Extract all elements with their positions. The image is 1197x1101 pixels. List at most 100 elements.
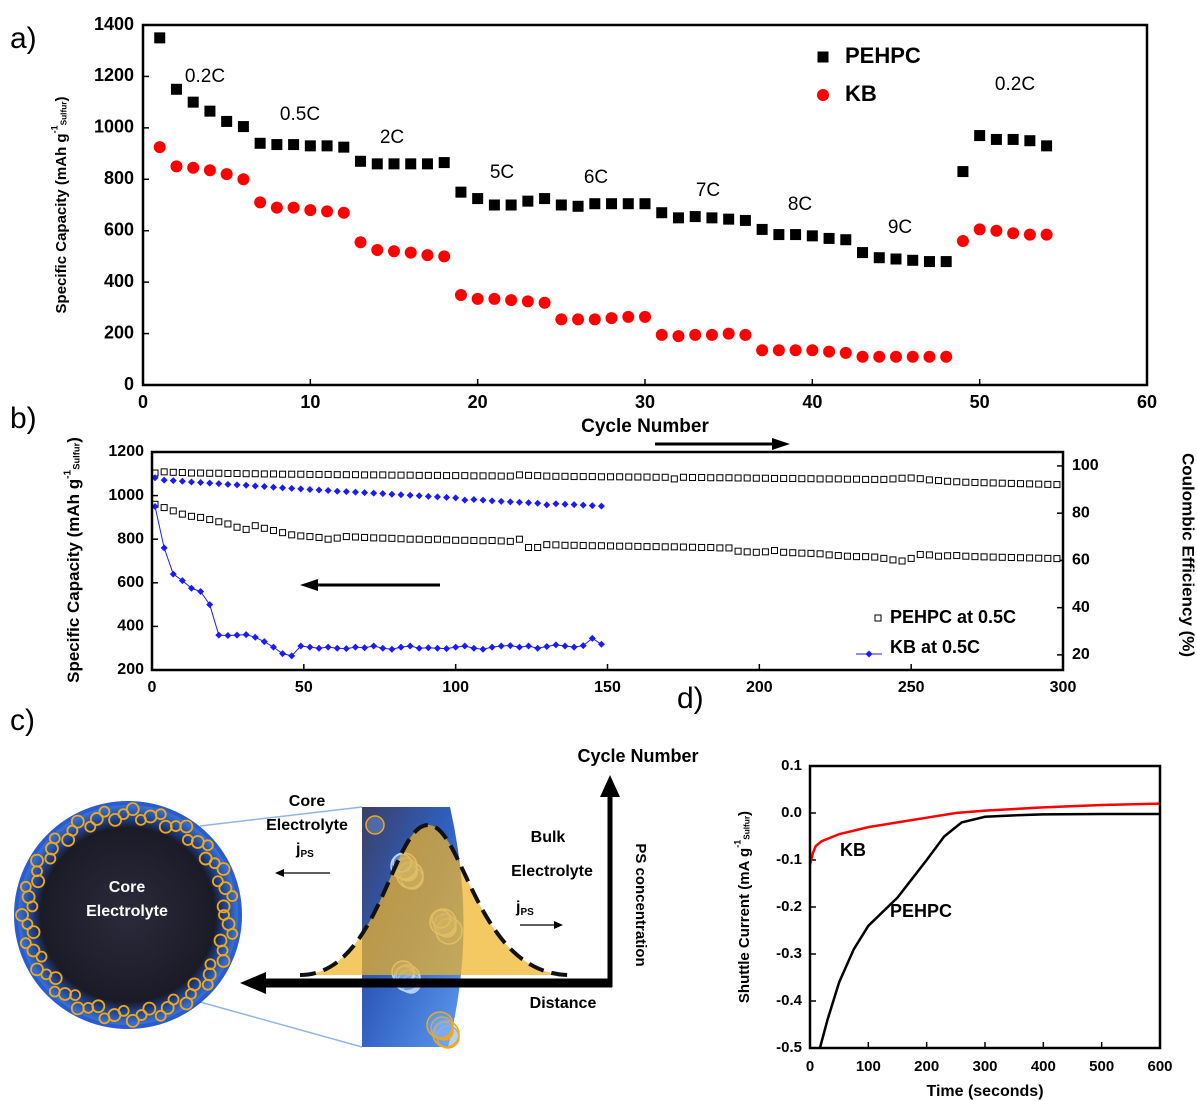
marker xyxy=(825,551,833,559)
marker xyxy=(1035,480,1043,488)
label-part: -1 xyxy=(50,125,60,133)
marker xyxy=(734,547,742,555)
marker xyxy=(597,473,605,481)
marker xyxy=(406,491,414,499)
marker xyxy=(953,478,961,486)
marker xyxy=(816,475,824,483)
annotation: 8C xyxy=(788,194,812,215)
marker xyxy=(873,252,885,264)
marker xyxy=(324,535,332,543)
marker xyxy=(379,534,387,542)
marker xyxy=(853,475,861,483)
marker xyxy=(705,328,718,341)
x-tick-label: 500 xyxy=(1089,1058,1114,1075)
marker xyxy=(823,232,835,244)
shell-ring xyxy=(201,978,214,991)
marker xyxy=(588,542,596,550)
label-part: -1 xyxy=(733,840,743,848)
marker xyxy=(1053,481,1061,489)
marker xyxy=(655,328,668,341)
concentration-area xyxy=(300,825,570,975)
marker xyxy=(251,633,259,641)
marker xyxy=(297,485,305,493)
marker xyxy=(588,634,596,642)
marker xyxy=(506,642,514,650)
marker xyxy=(397,535,405,543)
shell-ring xyxy=(208,857,221,870)
marker xyxy=(607,542,615,550)
marker xyxy=(388,245,400,258)
marker xyxy=(572,200,584,212)
marker xyxy=(953,552,961,560)
shell-rings xyxy=(15,802,239,1028)
marker xyxy=(1053,555,1061,563)
marker xyxy=(971,553,979,561)
marker xyxy=(361,489,369,497)
marker xyxy=(823,345,836,358)
y-tick-label: 200 xyxy=(117,661,144,678)
x-tick-label: 10 xyxy=(300,392,320,412)
marker xyxy=(321,205,334,218)
marker xyxy=(907,554,915,562)
marker xyxy=(497,537,505,545)
y-tick-label: -0.5 xyxy=(776,1039,802,1056)
marker xyxy=(570,473,578,481)
series-line xyxy=(808,802,1161,866)
marker xyxy=(433,471,441,479)
y-tick-label: 1200 xyxy=(108,443,144,460)
annotation: 9C xyxy=(888,217,912,238)
marker xyxy=(338,141,350,153)
marker xyxy=(944,552,952,560)
marker xyxy=(178,477,186,485)
marker xyxy=(242,481,250,489)
x-tick-label: 20 xyxy=(468,392,488,412)
marker xyxy=(154,32,166,44)
y2-tick-label: 20 xyxy=(1072,646,1090,663)
marker xyxy=(971,478,979,486)
marker xyxy=(661,543,669,551)
marker xyxy=(160,504,168,512)
marker xyxy=(203,164,216,177)
marker xyxy=(589,198,601,210)
shell-ring xyxy=(84,820,97,833)
marker xyxy=(237,173,250,186)
marker xyxy=(772,344,785,357)
marker xyxy=(160,476,168,484)
marker xyxy=(170,83,182,95)
marker xyxy=(780,548,788,556)
marker xyxy=(178,510,186,518)
flux-symbol: j xyxy=(295,841,300,858)
marker xyxy=(555,313,568,326)
marker xyxy=(525,471,533,479)
shell-ring xyxy=(98,805,111,818)
marker xyxy=(242,470,250,478)
marker xyxy=(898,557,906,565)
marker xyxy=(297,470,305,478)
marker xyxy=(980,553,988,561)
marker xyxy=(552,541,560,549)
label-part: Sulfur xyxy=(72,442,82,469)
x-tick-label: 100 xyxy=(442,679,469,696)
marker xyxy=(698,543,706,551)
marker xyxy=(789,549,797,557)
annotation: 0.2C xyxy=(995,74,1035,95)
marker xyxy=(169,570,177,578)
y-tick-label: 400 xyxy=(104,271,134,291)
marker xyxy=(944,477,952,485)
marker xyxy=(306,486,314,494)
marker xyxy=(570,541,578,549)
shell-ring xyxy=(26,925,41,940)
marker xyxy=(873,350,886,363)
marker xyxy=(472,193,484,205)
marker xyxy=(151,474,159,482)
marker xyxy=(839,346,852,359)
marker xyxy=(269,643,277,651)
y-tick-label: 0.1 xyxy=(781,757,802,774)
right-label: Electrolyte xyxy=(511,863,593,880)
x-axis-label: Time (seconds) xyxy=(926,1083,1043,1100)
marker xyxy=(990,224,1003,237)
series-line xyxy=(818,812,1160,1049)
marker xyxy=(187,584,195,592)
x-axis-label: Cycle Number xyxy=(577,746,698,766)
left-label: Electrolyte xyxy=(266,817,348,834)
